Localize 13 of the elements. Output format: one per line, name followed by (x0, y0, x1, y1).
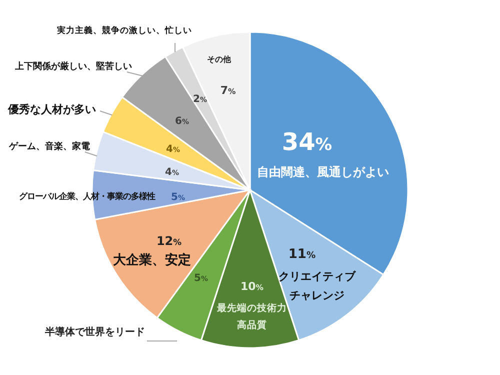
slice-label: 実力主義、競争の激しい、忙しい (56, 25, 192, 36)
slice-label: 半導体で世界をリード (44, 326, 145, 338)
data-label: 34% (282, 128, 332, 156)
slice-label: 大企業、安定 (113, 252, 191, 268)
slice-label: ゲーム、音楽、家電 (8, 141, 90, 152)
slice-label: 最先端の技術力高品質 (216, 302, 287, 331)
slice-label: その他 (207, 55, 232, 64)
slice-label: クリエイティブチャレンジ (278, 270, 356, 302)
data-label: 12% (156, 234, 182, 248)
slice-label: 上下関係が厳しい、堅苦しい (14, 61, 132, 72)
slice-label: 優秀な人材が多い (7, 103, 96, 116)
data-label: 11% (288, 247, 316, 262)
slice-label: 自由闊達、風通しがよい (257, 165, 389, 179)
